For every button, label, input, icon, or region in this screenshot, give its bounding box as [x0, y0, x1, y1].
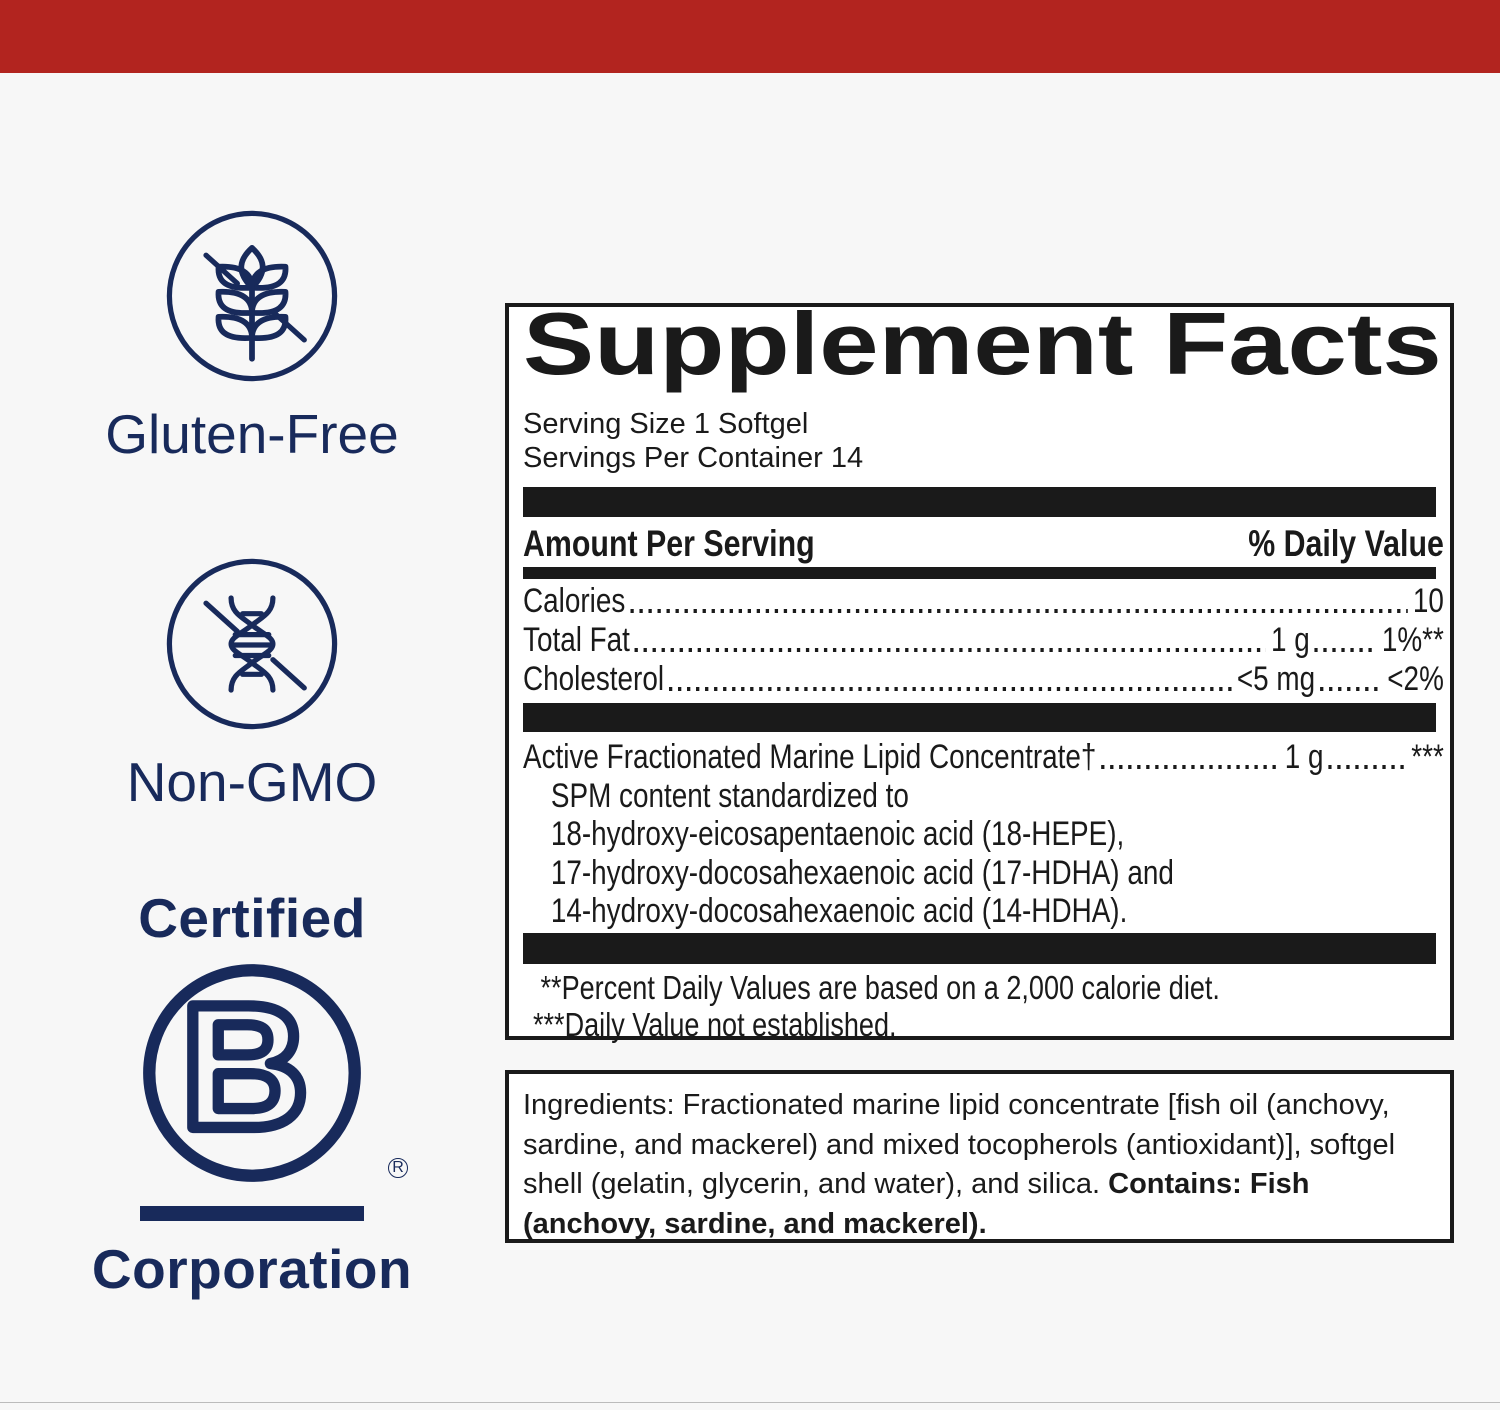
- svg-text:B: B: [181, 968, 309, 1165]
